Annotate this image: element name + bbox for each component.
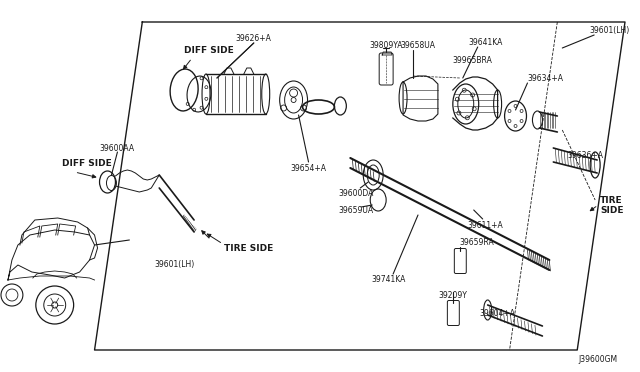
- Text: 39626+A: 39626+A: [236, 33, 272, 42]
- Text: 39658UA: 39658UA: [401, 41, 435, 49]
- Text: 39659UA: 39659UA: [339, 205, 374, 215]
- Text: SIDE: SIDE: [600, 205, 623, 215]
- Text: TIRE SIDE: TIRE SIDE: [224, 244, 273, 253]
- Text: J39600GM: J39600GM: [578, 356, 617, 365]
- Text: DIFF SIDE: DIFF SIDE: [184, 45, 234, 55]
- Text: 39601(LH): 39601(LH): [589, 26, 629, 35]
- Text: 39636+A: 39636+A: [567, 151, 604, 160]
- Text: 39604+A: 39604+A: [479, 310, 516, 318]
- Text: 39601(LH): 39601(LH): [154, 260, 195, 269]
- Text: 39654+A: 39654+A: [291, 164, 326, 173]
- Text: 39659RA: 39659RA: [460, 237, 495, 247]
- Text: 39600DA: 39600DA: [339, 189, 374, 198]
- Text: 39741KA: 39741KA: [371, 276, 405, 285]
- Text: TIRE: TIRE: [600, 196, 623, 205]
- Text: DIFF SIDE: DIFF SIDE: [61, 158, 111, 167]
- Text: 39611+A: 39611+A: [468, 221, 504, 230]
- Text: 39809YA: 39809YA: [369, 41, 403, 49]
- Text: 39634+A: 39634+A: [527, 74, 563, 83]
- Text: 39600AA: 39600AA: [100, 144, 135, 153]
- Text: 39641KA: 39641KA: [468, 38, 503, 46]
- Text: 39965BRA: 39965BRA: [453, 55, 493, 64]
- Text: 39209Y: 39209Y: [438, 291, 467, 299]
